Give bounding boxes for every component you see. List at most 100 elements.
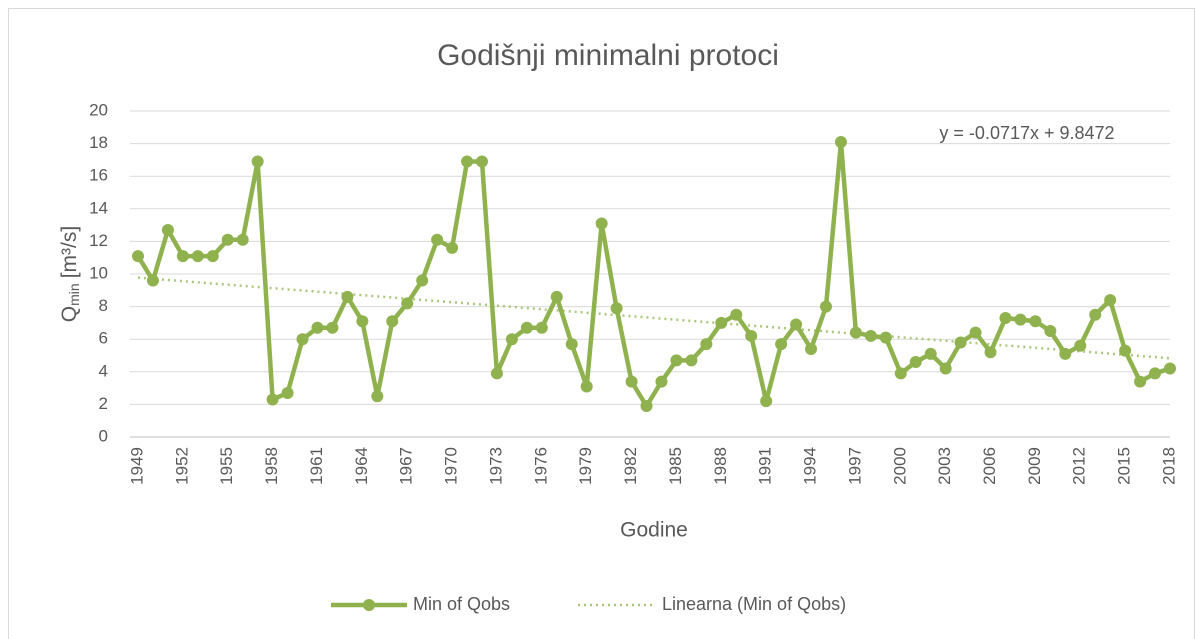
data-point [341,290,354,303]
x-tick-label: 2003 [935,447,954,485]
data-point [625,375,638,388]
x-tick-label: 2018 [1159,447,1178,485]
x-tick-label: 1976 [531,447,550,485]
data-point [760,395,773,408]
x-tick-label: 1952 [172,447,191,485]
data-point [550,290,563,303]
data-point [1044,325,1057,338]
y-tick-label: 10 [89,263,108,282]
data-point [1059,347,1072,360]
data-point [580,380,593,393]
data-point [984,346,997,359]
data-point [535,321,548,334]
x-axis-label: Godine [620,519,688,542]
y-label-unit: [m³/s] [58,226,81,279]
x-tick-label: 1958 [262,447,281,485]
data-point [236,233,249,246]
data-point [939,362,952,375]
x-tick-label: 1967 [397,447,416,485]
data-point [610,302,623,315]
y-tick-label: 2 [99,394,108,413]
y-label-subscript: min [66,283,82,306]
data-point [132,250,144,263]
y-tick-label: 14 [89,198,108,217]
data-point [386,315,399,328]
data-point [431,233,444,246]
data-point [1119,344,1132,357]
data-point [879,331,892,344]
y-axis-label: Qmin [m³/s] [58,226,82,322]
x-tick-label: 1961 [307,447,326,485]
data-point [490,367,503,380]
data-point [909,356,922,369]
data-point [730,308,743,321]
chart-title: Godišnji minimalni protoci [437,39,779,72]
data-point [476,155,488,168]
data-point [161,223,174,236]
y-tick-label: 20 [89,100,108,119]
data-point [221,233,234,246]
legend-marker [363,599,375,611]
data-point [401,297,414,310]
data-point [1149,367,1162,380]
data-point [999,312,1012,325]
y-tick-label: 8 [99,296,108,315]
data-point [715,316,728,329]
data-point [864,329,877,342]
data-point [416,274,429,287]
trend-equation: y = -0.0717x + 9.8472 [939,123,1114,143]
y-tick-label: 4 [99,361,108,380]
data-point [251,155,264,168]
data-point [296,333,309,346]
x-tick-label: 1997 [845,447,864,485]
data-point [1134,375,1147,388]
y-tick-label: 0 [99,426,108,445]
data-point [1089,308,1102,321]
chart-frame [8,8,1195,639]
data-point [969,326,982,339]
data-point [700,338,713,351]
data-point [371,390,384,403]
x-tick-label: 2012 [1070,447,1089,485]
x-tick-label: 1982 [621,447,640,485]
data-point [790,318,803,331]
data-point [1029,315,1042,328]
data-point [520,321,533,334]
data-point [745,329,758,342]
x-tick-label: 1985 [666,447,685,485]
y-tick-label: 12 [89,231,108,250]
data-point [834,135,847,148]
x-tick-label: 2009 [1025,447,1044,485]
data-point [1104,294,1117,307]
data-point [326,321,339,334]
data-point [206,250,219,263]
data-point [281,386,294,399]
data-point [820,300,832,313]
x-tick-label: 1994 [801,447,820,485]
trendline [137,276,1171,360]
x-tick-label: 1964 [352,447,371,485]
data-point [505,333,518,346]
data-point [640,400,653,413]
x-tick-label: 1949 [127,447,146,485]
x-tick-label: 1973 [486,447,505,485]
y-tick-label: 6 [99,329,108,348]
x-tick-label: 1988 [711,447,730,485]
data-point [924,347,937,360]
legend-label: Linearna (Min of Qobs) [662,594,846,614]
x-tick-label: 1955 [217,447,236,485]
data-point [461,155,474,168]
data-point [1014,313,1027,326]
data-point [356,315,369,328]
data-point [805,342,818,355]
x-tick-label: 1970 [442,447,461,485]
data-point [954,336,967,349]
x-tick-label: 1991 [756,447,775,485]
data-line [136,139,1171,409]
data-point [685,354,698,367]
data-point [849,326,862,339]
x-tick-label: 2015 [1115,447,1134,485]
y-label-symbol: Q [58,306,81,322]
data-point [655,375,668,388]
